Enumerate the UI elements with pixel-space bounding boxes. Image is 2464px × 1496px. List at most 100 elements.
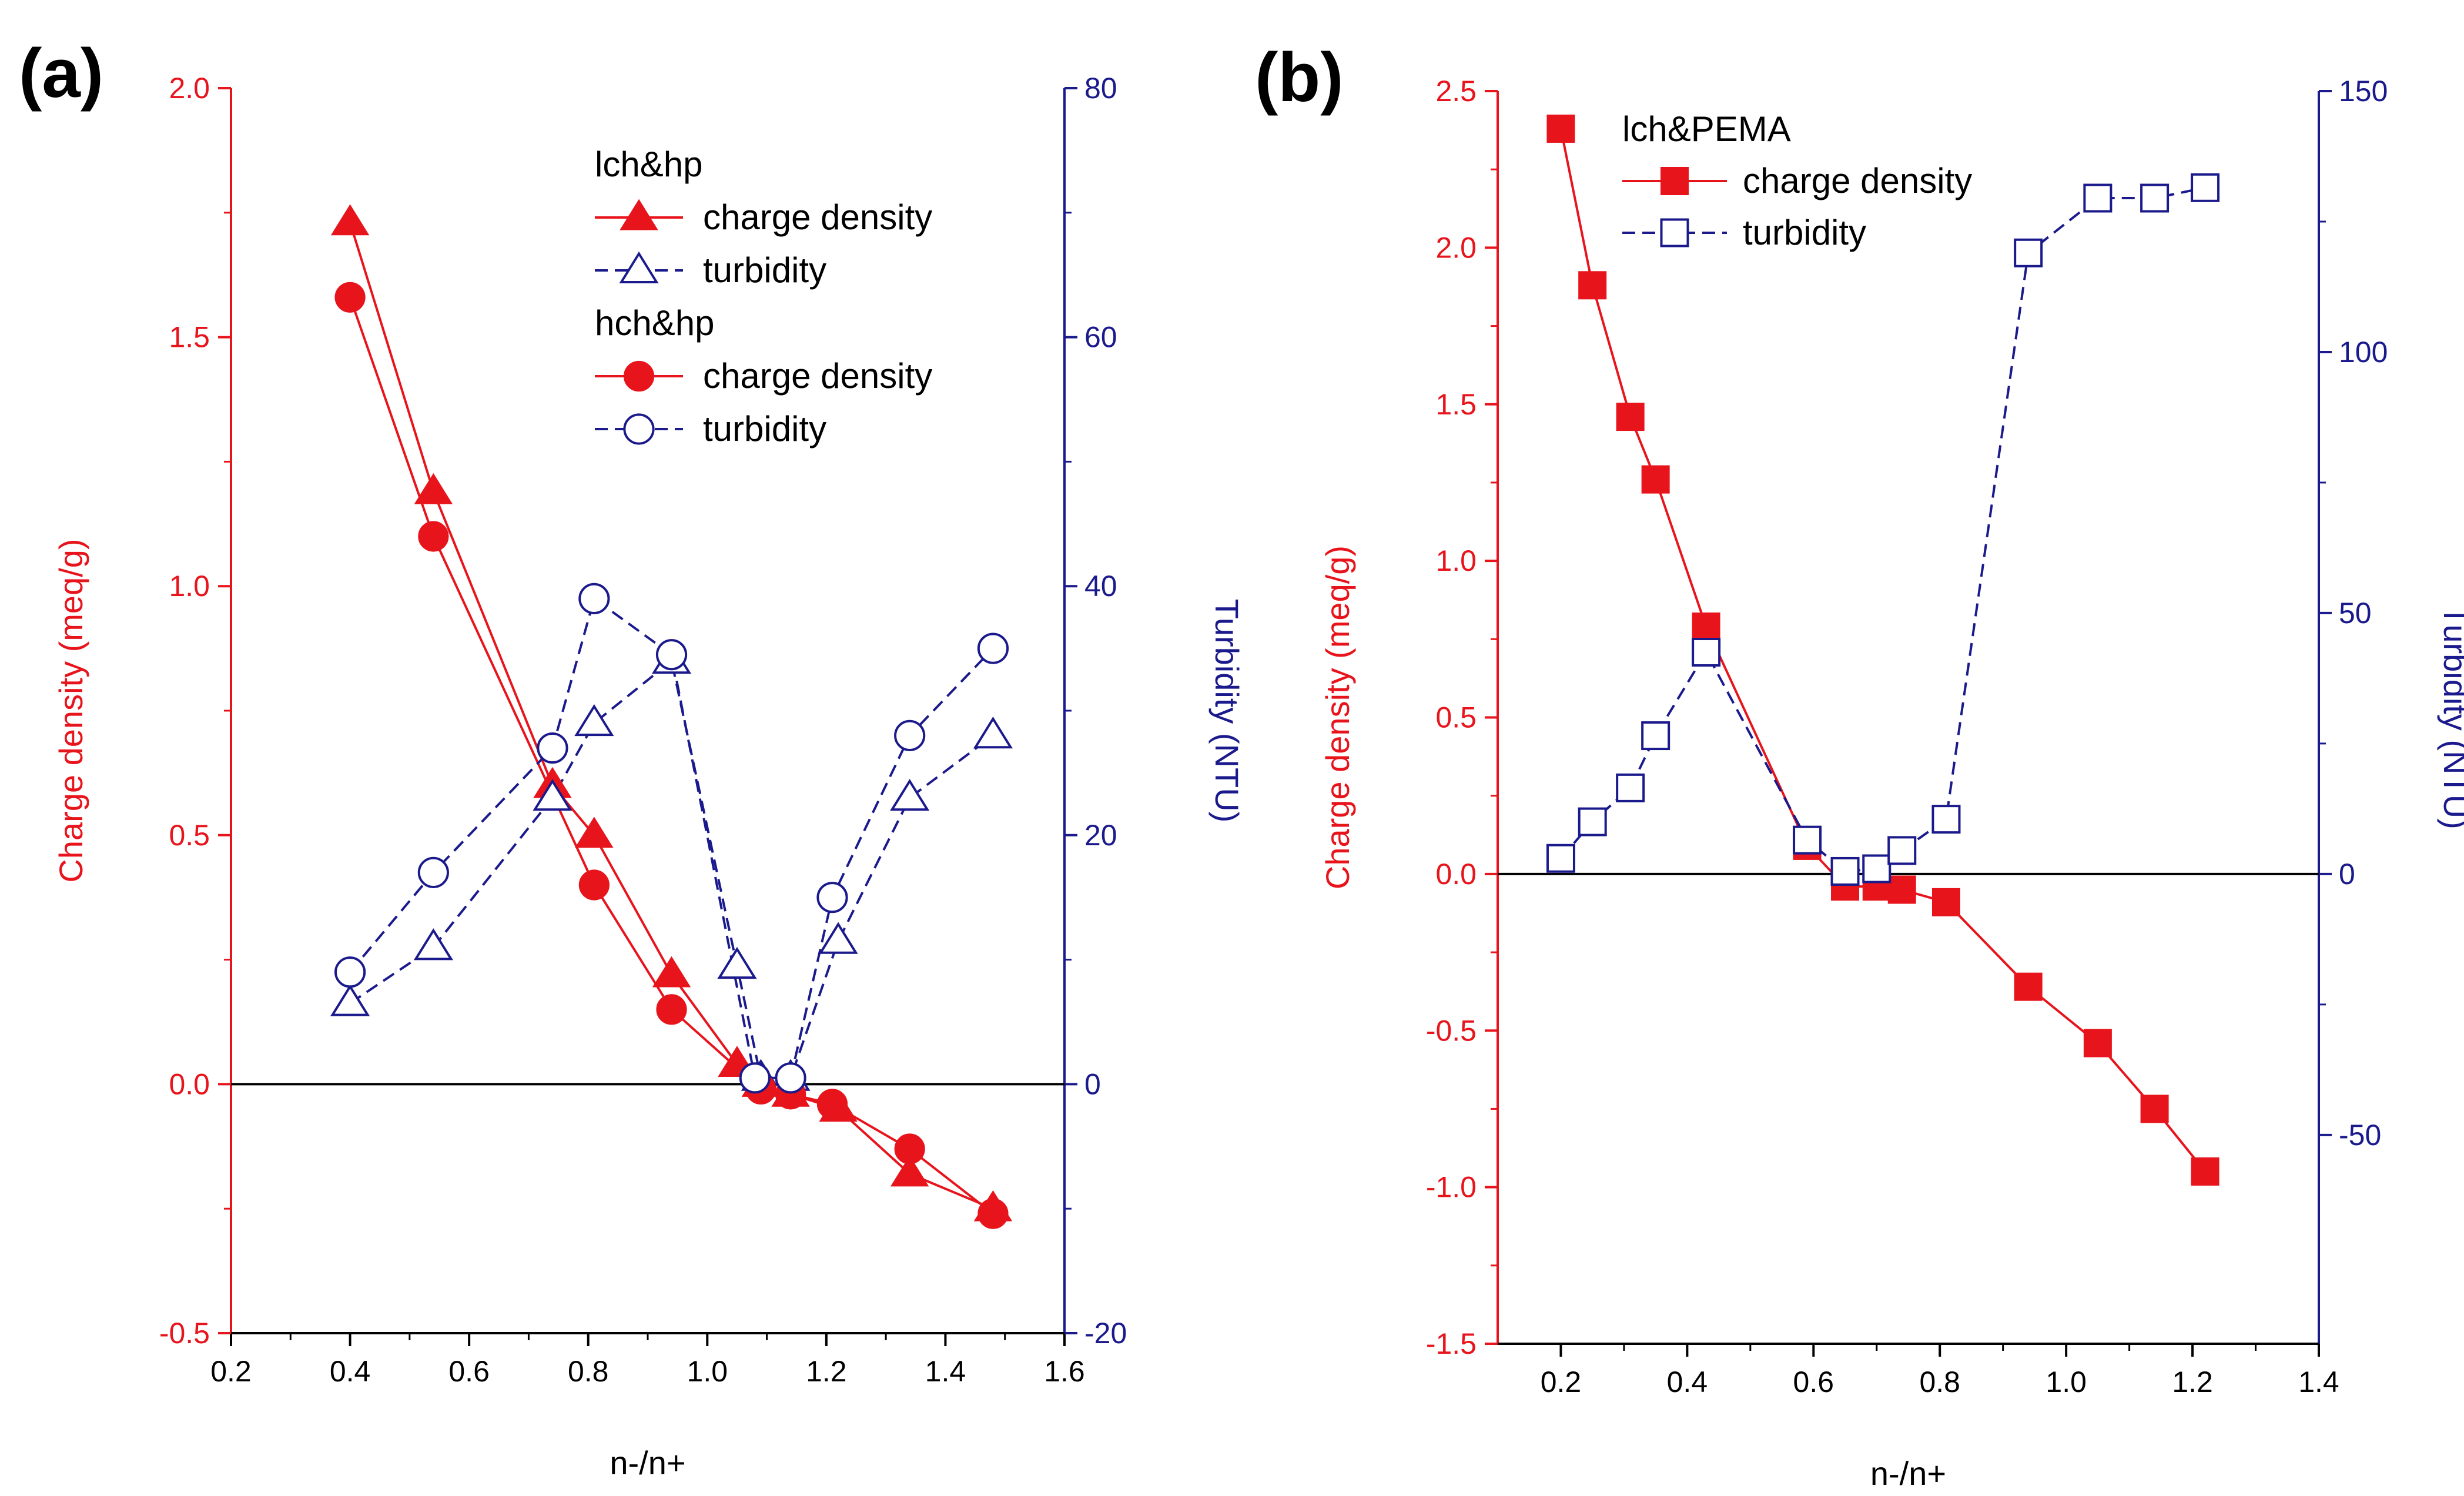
panel-a-legend-swatch-marker	[623, 360, 655, 392]
panel-a-left-tick-label: 1.0	[169, 570, 210, 603]
panel-a-series-0-point	[575, 816, 614, 848]
panel-b-legend-entry: charge density	[1743, 161, 1972, 200]
panel-a-x-axis-title: n-/n+	[610, 1444, 685, 1481]
panel-a-series-1-point	[574, 704, 614, 737]
panel-a-right-tick-label: 20	[1084, 819, 1117, 852]
panel-a-series-3-point	[775, 1062, 806, 1094]
panel-b-left-axis-title: Charge density (meq/g)	[1319, 545, 1356, 889]
panel-a-right-tick-label: -20	[1084, 1317, 1127, 1350]
panel-a-left-tick-label: 2.0	[169, 72, 210, 105]
panel-a-x-tick-label: 1.2	[806, 1355, 847, 1388]
panel-b-series-1-point	[2140, 183, 2170, 213]
panel-b-series-1-point	[1616, 773, 1645, 802]
panel-b-legend-swatch-marker	[1660, 218, 1689, 247]
panel-b-x-tick-label: 1.2	[2172, 1366, 2213, 1398]
panel-b-label: (b)	[1255, 39, 1344, 116]
panel-b-series-1-point	[1641, 721, 1670, 751]
panel-b-left-tick-label: -1.0	[1426, 1171, 1477, 1204]
panel-a-series-3-point	[816, 882, 848, 913]
panel-b-series-1-point	[2083, 183, 2113, 213]
panel-a-series-1-point	[890, 778, 930, 811]
panel-a-x-tick-label: 0.8	[568, 1355, 609, 1388]
panel-a-right-tick-label: 80	[1084, 72, 1117, 105]
panel-a-series-0-point	[652, 956, 691, 988]
panel-a-legend-entry: turbidity	[703, 250, 826, 290]
panel-a-left-tick-label: 1.5	[169, 321, 210, 354]
panel-a-x-tick-label: 0.6	[448, 1355, 490, 1388]
panel-b-series-0-point	[1616, 403, 1645, 431]
panel-a-legend-entry: charge density	[703, 356, 932, 396]
panel-a-series-1-point	[973, 717, 1013, 749]
panel-b-left-tick-label: 0.0	[1435, 858, 1477, 891]
panel-a-x-tick-label: 0.2	[210, 1355, 252, 1388]
panel-b-series-1-point	[2191, 173, 2220, 202]
panel-a-legend-swatch-marker	[619, 251, 659, 283]
panel-a-series-3-point	[739, 1062, 771, 1094]
panel-b-x-axis-title: n-/n+	[1870, 1455, 1946, 1492]
panel-a-legend-group-title: hch&hp	[595, 303, 715, 343]
panel-a-series-0-point	[414, 473, 453, 504]
panel-a-legend-entry: charge density	[703, 198, 932, 237]
panel-a-series-1-point	[330, 984, 370, 1016]
panel-b-series-1-point	[1793, 825, 1822, 855]
panel-b-right-tick-label: 50	[2339, 597, 2372, 630]
panel-b-series-1-point	[1578, 807, 1607, 836]
panel-b-right-tick-label: 100	[2339, 336, 2388, 369]
panel-b-chart: (b) 0.2 0.4 0.6 0.8 1.0 1.2 1.4 -1.5 -1.0 -0.5 0.0 0…	[1255, 39, 2464, 1492]
panel-a-series-3-point	[894, 719, 926, 751]
panel-b-right-axis-title: Turbidity (NTU)	[2437, 605, 2464, 829]
panel-b-legend-entry: turbidity	[1743, 213, 1866, 252]
panel-b-x-tick-label: 0.8	[1919, 1366, 1960, 1398]
panel-a-series-3-point	[537, 732, 568, 764]
panel-a-series-2-point	[578, 869, 610, 901]
panel-b-x-tick-label: 0.6	[1793, 1366, 1834, 1398]
panel-b-x-tick-label: 1.0	[2045, 1366, 2087, 1398]
panel-b-series-0-point	[2014, 972, 2043, 1001]
panel-a-right-tick-label: 40	[1084, 570, 1117, 603]
panel-a-series-3-point	[334, 956, 366, 988]
panel-b-series-1-point	[1692, 638, 1721, 667]
panel-b-right-tick-label: 0	[2339, 858, 2355, 891]
panel-b-series-0-point	[1641, 465, 1670, 494]
panel-b-series-1-point	[1830, 856, 1860, 886]
panel-a-chart: (a) 0.2 0.4 0.6 0.8 1.0 1.2 1.4 1.6 -0.5 0.0 0.5 1.0…	[19, 35, 1246, 1481]
panel-a-series-1-point	[717, 946, 757, 979]
panel-a-series-3-point	[417, 856, 449, 888]
panel-b-left-tick-label: -1.5	[1426, 1327, 1477, 1360]
panel-b-series-0-point	[1692, 613, 1720, 641]
panel-a-series-2-point	[977, 1198, 1009, 1229]
panel-a-legend-swatch-marker	[620, 199, 658, 230]
panel-a-series-3-line	[349, 597, 994, 1079]
panel-a-series-2-point	[418, 521, 449, 552]
panel-b-legend: lch&PEMA charge density turbidity	[1622, 109, 1972, 252]
panel-a-x-tick-label: 1.0	[687, 1355, 728, 1388]
panel-b-series-0-point	[1931, 888, 1960, 916]
panel-b-left-tick-label: -0.5	[1426, 1014, 1477, 1047]
panel-a-series-3-point	[977, 632, 1009, 664]
panel-a-x-tick-label: 1.6	[1044, 1355, 1085, 1388]
panel-b-legend-swatch-marker	[1660, 167, 1689, 195]
panel-b-left-tick-label: 1.0	[1435, 544, 1477, 577]
panel-b-series-1-line	[1559, 186, 2205, 873]
panel-b-series-0-point	[1887, 875, 1916, 904]
panel-a-series-3-point	[655, 639, 688, 671]
panel-a-series-0-point	[330, 204, 370, 236]
panel-b-series-0-line	[1559, 128, 2207, 1173]
panel-a-legend-group-title: lch&hp	[595, 145, 702, 184]
panel-b-series-0-point	[2191, 1157, 2219, 1186]
panel-a-series-2-line	[349, 297, 994, 1215]
panel-b-series-0-point	[1578, 271, 1607, 300]
panel-a-left-tick-label: 0.0	[169, 1067, 210, 1100]
panel-a-x-tick-label: 1.4	[925, 1355, 966, 1388]
panel-b-series-0-point	[2140, 1095, 2169, 1123]
panel-a-left-tick-label: 0.5	[169, 819, 210, 852]
panel-b-series-0-point	[1546, 114, 1575, 143]
panel-a-series-3-point	[578, 583, 610, 614]
panel-b-series-1-point	[1862, 854, 1891, 883]
panel-a-series-2-point	[894, 1133, 925, 1164]
panel-b-series-0-point	[2083, 1029, 2112, 1057]
panel-b-x-tick-label: 1.4	[2298, 1366, 2339, 1398]
panel-b-series-1-point	[2014, 238, 2043, 267]
